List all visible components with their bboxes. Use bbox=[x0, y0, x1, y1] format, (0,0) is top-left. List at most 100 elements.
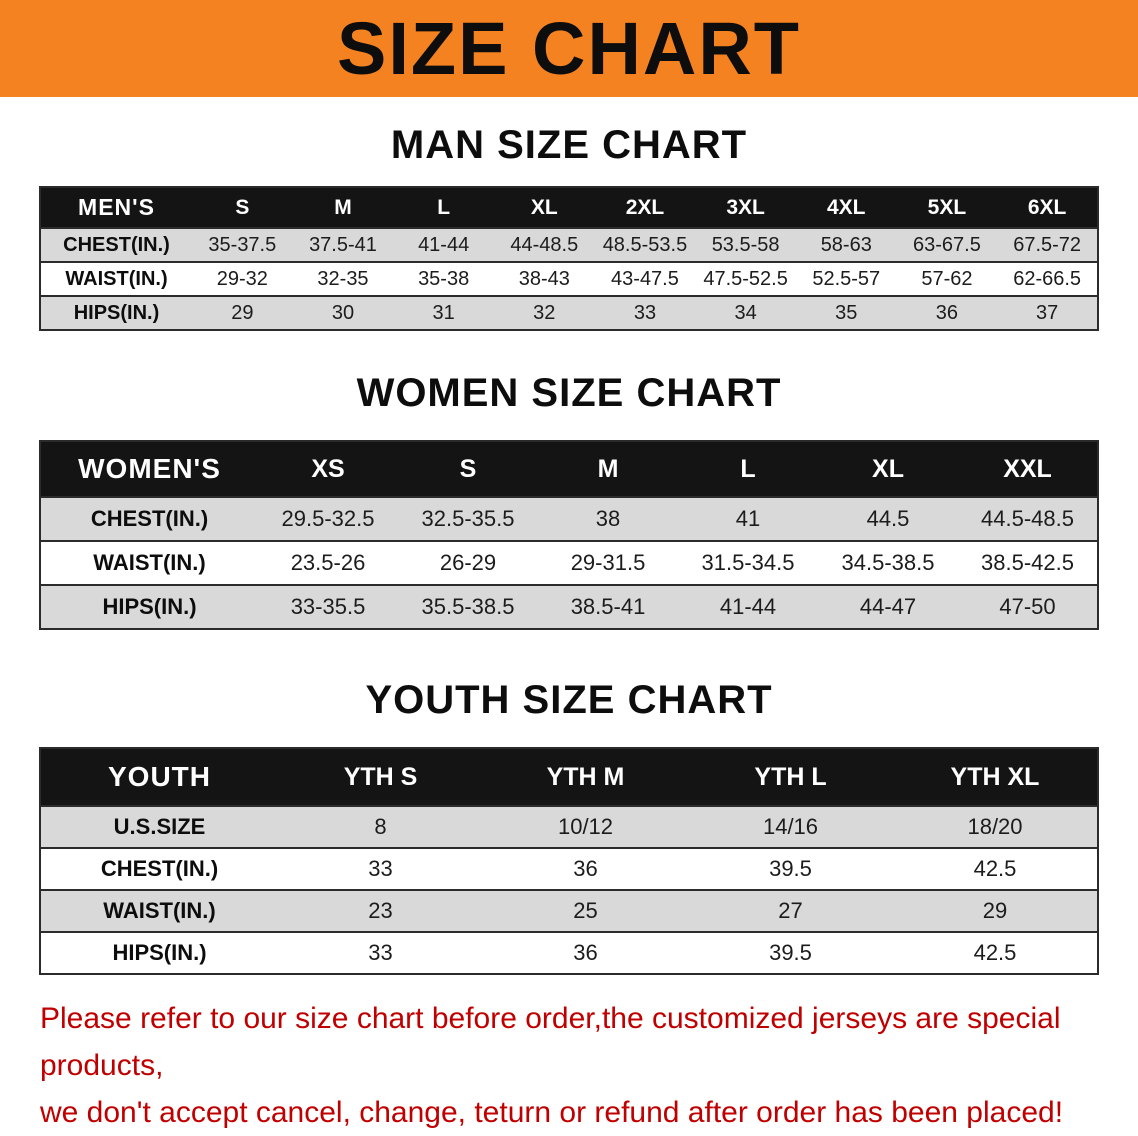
size-column-header: 2XL bbox=[625, 195, 665, 219]
size-column-header: 3XL bbox=[726, 195, 765, 219]
size-value-cell: 47.5-52.5 bbox=[703, 267, 788, 290]
size-value-cell: 36 bbox=[573, 856, 598, 881]
table-row: WAIST(IN.) 23 25 27 29 bbox=[40, 890, 1098, 932]
size-value-cell: 29.5-32.5 bbox=[281, 506, 375, 531]
size-value-cell: 14/16 bbox=[762, 814, 819, 839]
size-value-cell: 42.5 bbox=[973, 940, 1017, 965]
size-value-cell: 62-66.5 bbox=[1013, 267, 1082, 290]
size-value-cell: 52.5-57 bbox=[812, 267, 881, 290]
size-column-header: XXL bbox=[1003, 454, 1052, 483]
size-value-cell: 38-43 bbox=[518, 267, 570, 290]
table-header-row: MEN'S S M L XL 2XL 3XL 4XL 5XL 6XL bbox=[40, 187, 1098, 228]
size-value-cell: 8 bbox=[374, 814, 387, 839]
size-value-cell: 32 bbox=[533, 301, 556, 324]
disclaimer-text: Please refer to our size chart before or… bbox=[40, 995, 1118, 1136]
size-value-cell: 38 bbox=[595, 506, 621, 531]
size-value-cell: 43-47.5 bbox=[611, 267, 679, 290]
size-value-cell: 18/20 bbox=[967, 814, 1023, 839]
size-value-cell: 42.5 bbox=[973, 856, 1017, 881]
size-value-cell: 33 bbox=[368, 856, 393, 881]
women-size-table: WOMEN'S XS S M L XL XXL CHEST(IN.) 29.5-32.5 32.5… bbox=[39, 440, 1099, 630]
men-size-table: MEN'S S M L XL 2XL 3XL 4XL 5XL 6XL CHEST(IN.) 35-37… bbox=[39, 186, 1099, 331]
measurement-label: WAIST(IN.) bbox=[103, 898, 216, 923]
size-column-header: XS bbox=[311, 454, 345, 483]
size-column-header: S bbox=[459, 454, 477, 483]
table-row: U.S.SIZE 8 10/12 14/16 18/20 bbox=[40, 806, 1098, 848]
size-value-cell: 53.5-58 bbox=[711, 233, 780, 256]
size-value-cell: 27 bbox=[778, 898, 803, 923]
table-row: CHEST(IN.) 29.5-32.5 32.5-35.5 38 41 44.5 44.5… bbox=[40, 497, 1098, 541]
size-value-cell: 29-31.5 bbox=[570, 550, 646, 575]
size-value-cell: 38.5-42.5 bbox=[981, 550, 1074, 575]
size-column-header: 4XL bbox=[827, 195, 866, 219]
size-value-cell: 32.5-35.5 bbox=[421, 506, 515, 531]
size-value-cell: 58-63 bbox=[820, 233, 872, 256]
size-value-cell: 31.5-34.5 bbox=[701, 550, 795, 575]
size-value-cell: 48.5-53.5 bbox=[602, 233, 688, 256]
size-value-cell: 44.5 bbox=[866, 506, 910, 531]
size-value-cell: 30 bbox=[331, 301, 355, 324]
size-value-cell: 31 bbox=[432, 301, 455, 324]
size-value-cell: 44.5-48.5 bbox=[981, 506, 1074, 531]
size-value-cell: 39.5 bbox=[769, 940, 812, 965]
size-value-cell: 41 bbox=[735, 506, 761, 531]
size-value-cell: 29 bbox=[982, 898, 1008, 923]
table-row: HIPS(IN.) 29 30 31 32 33 34 35 36 37 bbox=[40, 296, 1098, 330]
table-row: CHEST(IN.) 35-37.5 37.5-41 41-44 44-48.5 48.5… bbox=[40, 228, 1098, 262]
size-value-cell: 29 bbox=[231, 301, 254, 324]
section-heading-women: WOMEN SIZE CHART bbox=[356, 371, 782, 415]
size-value-cell: 36 bbox=[573, 940, 598, 965]
measurement-label: HIPS(IN.) bbox=[102, 594, 197, 619]
size-column-header: S bbox=[235, 195, 250, 219]
measurement-label: CHEST(IN.) bbox=[90, 506, 209, 531]
table-row: HIPS(IN.) 33-35.5 35.5-38.5 38.5-41 41-44 44-… bbox=[40, 585, 1098, 629]
size-value-cell: 63-67.5 bbox=[913, 233, 981, 256]
size-value-cell: 34 bbox=[734, 301, 757, 324]
size-column-header: L bbox=[437, 195, 451, 219]
size-value-cell: 25 bbox=[573, 898, 598, 923]
size-column-header: 6XL bbox=[1027, 195, 1067, 219]
size-value-cell: 33-35.5 bbox=[290, 594, 366, 619]
measurement-label: U.S.SIZE bbox=[113, 814, 206, 839]
measurement-label: WAIST(IN.) bbox=[93, 550, 206, 575]
size-value-cell: 44-47 bbox=[859, 594, 917, 619]
disclaimer-line: Please refer to our size chart before or… bbox=[40, 1002, 1061, 1082]
measurement-label: HIPS(IN.) bbox=[112, 940, 207, 965]
size-value-cell: 35-37.5 bbox=[208, 233, 277, 256]
page-title: SIZE CHART bbox=[337, 6, 801, 90]
size-value-cell: 23 bbox=[368, 898, 393, 923]
size-value-cell: 35 bbox=[835, 301, 858, 324]
size-value-cell: 36 bbox=[935, 301, 959, 324]
size-value-cell: 10/12 bbox=[557, 814, 614, 839]
size-column-header: XL bbox=[530, 195, 558, 219]
table-title-cell: WOMEN'S bbox=[78, 453, 221, 484]
size-column-header: YTH L bbox=[754, 762, 827, 791]
size-value-cell: 47-50 bbox=[999, 594, 1056, 619]
table-title-cell: YOUTH bbox=[108, 761, 211, 792]
table-row: WAIST(IN.) 29-32 32-35 35-38 38-43 43-47.5 47.… bbox=[40, 262, 1098, 296]
table-header-row: YOUTH YTH S YTH M YTH L YTH XL bbox=[40, 748, 1098, 806]
size-value-cell: 23.5-26 bbox=[290, 550, 366, 575]
section-heading-youth: YOUTH SIZE CHART bbox=[365, 678, 773, 722]
size-value-cell: 39.5 bbox=[769, 856, 812, 881]
size-column-header: M bbox=[597, 454, 619, 483]
size-value-cell: 35-38 bbox=[418, 267, 470, 290]
size-value-cell: 33 bbox=[633, 301, 657, 324]
size-value-cell: 38.5-41 bbox=[570, 594, 646, 619]
size-value-cell: 35.5-38.5 bbox=[421, 594, 515, 619]
size-value-cell: 41-44 bbox=[418, 233, 470, 256]
size-value-cell: 37.5-41 bbox=[309, 233, 377, 256]
table-row: CHEST(IN.) 33 36 39.5 42.5 bbox=[40, 848, 1098, 890]
size-column-header: M bbox=[334, 195, 352, 219]
size-value-cell: 33 bbox=[368, 940, 393, 965]
youth-size-table: YOUTH YTH S YTH M YTH L YTH XL U.S.SIZE 8 10/12… bbox=[39, 747, 1099, 975]
size-value-cell: 32-35 bbox=[317, 267, 369, 290]
size-chart-banner: SIZE CHART bbox=[0, 0, 1138, 97]
measurement-label: CHEST(IN.) bbox=[100, 856, 219, 881]
table-title-cell: MEN'S bbox=[78, 194, 155, 220]
size-value-cell: 29-32 bbox=[216, 267, 268, 290]
section-heading-man: MAN SIZE CHART bbox=[390, 123, 748, 167]
size-value-cell: 67.5-72 bbox=[1013, 233, 1082, 256]
size-value-cell: 44-48.5 bbox=[510, 233, 579, 256]
size-value-cell: 57-62 bbox=[921, 267, 973, 290]
